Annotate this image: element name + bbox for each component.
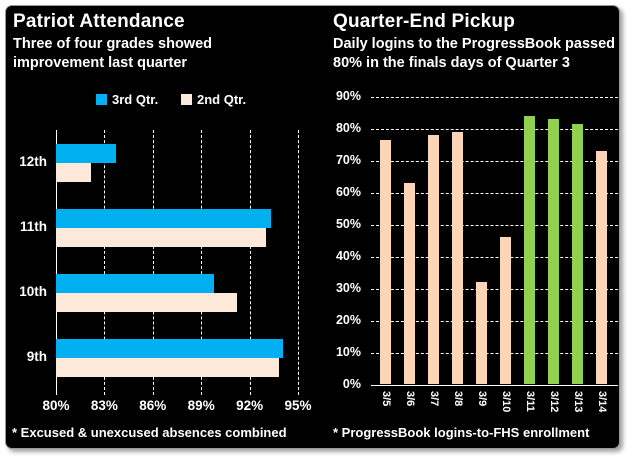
bar-9th-2nd-qtr: [56, 358, 279, 377]
x-tick-label: 95%: [284, 398, 312, 413]
category-label: 9th: [26, 349, 47, 364]
bar-3/5: [380, 139, 391, 385]
bar-3/13: [572, 123, 583, 385]
category-label: 10th: [19, 284, 47, 299]
gridline: [371, 160, 618, 162]
pickup-chart-subtitle-line1: Daily logins to the ProgressBook passed: [333, 36, 616, 52]
pickup-footnote: * ProgressBook logins-to-FHS enrollment: [333, 425, 590, 440]
gridline: [371, 96, 618, 98]
legend-item-3rd-qtr: 3rd Qtr.: [96, 93, 158, 106]
x-tick-label: 89%: [187, 398, 215, 413]
x-tick-label: 3/7: [427, 391, 440, 407]
attendance-chart-subtitle-line2: improvement last quarter: [13, 55, 188, 71]
gridline: [152, 130, 154, 395]
gridline: [371, 192, 618, 194]
y-tick-label: 90%: [335, 88, 361, 103]
gridline: [371, 352, 618, 354]
x-tick-label: 3/9: [475, 391, 488, 407]
pickup-chart-subtitle-line2: 80% in the finals days of Quarter 3: [333, 55, 570, 71]
gridline: [104, 130, 106, 395]
y-tick-label: 50%: [335, 216, 361, 231]
x-tick-label: 3/13: [571, 391, 584, 413]
bar-3/9: [476, 282, 487, 385]
bar-3/10: [500, 237, 511, 385]
x-tick-label: 3/14: [595, 391, 608, 413]
y-tick-label: 10%: [335, 344, 361, 359]
y-axis-baseline: [371, 384, 618, 386]
y-tick-label: 80%: [335, 120, 361, 135]
legend-item-2nd-qtr: 2nd Qtr.: [181, 93, 246, 106]
bar-10th-3rd-qtr: [56, 274, 215, 293]
y-tick-label: 60%: [335, 184, 361, 199]
x-tick-label: 80%: [42, 398, 70, 413]
x-tick-label: 3/5: [379, 391, 392, 407]
dashboard-panel: Patriot Attendance Three of four grades …: [5, 5, 620, 449]
bar-3/11: [524, 115, 535, 385]
bar-3/14: [596, 150, 607, 385]
x-tick-label: 3/12: [547, 391, 560, 413]
gridline: [371, 256, 618, 258]
bar-9th-3rd-qtr: [56, 339, 284, 358]
legend-swatch-3rd-qtr: [96, 94, 107, 105]
bar-3/6: [404, 182, 415, 385]
gridline: [371, 288, 618, 290]
attendance-chart-subtitle-line1: Three of four grades showed: [13, 36, 212, 52]
x-tick-label: 3/6: [403, 391, 416, 407]
y-tick-label: 40%: [335, 248, 361, 263]
gridline: [371, 320, 618, 322]
bar-3/8: [452, 131, 463, 385]
bar-11th-2nd-qtr: [56, 228, 266, 247]
bar-3/7: [428, 134, 439, 385]
y-tick-label: 30%: [335, 280, 361, 295]
legend-label-3rd-qtr: 3rd Qtr.: [112, 92, 159, 107]
gridline: [201, 130, 203, 395]
x-tick-label: 86%: [139, 398, 167, 413]
gridline: [249, 130, 251, 395]
bar-12th-3rd-qtr: [56, 144, 116, 163]
y-tick-label: 20%: [335, 312, 361, 327]
gridline: [298, 130, 299, 395]
attendance-footnote: * Excused & unexcused absences combined: [12, 425, 287, 440]
x-tick-label: 3/11: [523, 391, 536, 412]
x-axis-line: [56, 130, 57, 395]
bar-3/12: [548, 118, 559, 385]
pickup-chart-title: Quarter-End Pickup: [333, 11, 516, 32]
x-tick-label: 83%: [90, 398, 118, 413]
x-tick-label: 3/10: [499, 391, 512, 413]
bar-10th-2nd-qtr: [56, 293, 237, 312]
gridline: [371, 128, 618, 130]
x-tick-label: 92%: [236, 398, 264, 413]
bar-11th-3rd-qtr: [56, 209, 271, 228]
category-label: 12th: [19, 154, 47, 169]
category-label: 11th: [19, 219, 47, 234]
x-tick-label: 3/8: [451, 391, 464, 407]
y-tick-label: 70%: [335, 152, 361, 167]
y-tick-label: 0%: [342, 376, 361, 391]
bar-12th-2nd-qtr: [56, 163, 92, 182]
legend-swatch-2nd-qtr: [181, 94, 192, 105]
attendance-chart-title: Patriot Attendance: [13, 11, 185, 32]
legend-label-2nd-qtr: 2nd Qtr.: [197, 92, 247, 107]
gridline: [371, 224, 618, 226]
